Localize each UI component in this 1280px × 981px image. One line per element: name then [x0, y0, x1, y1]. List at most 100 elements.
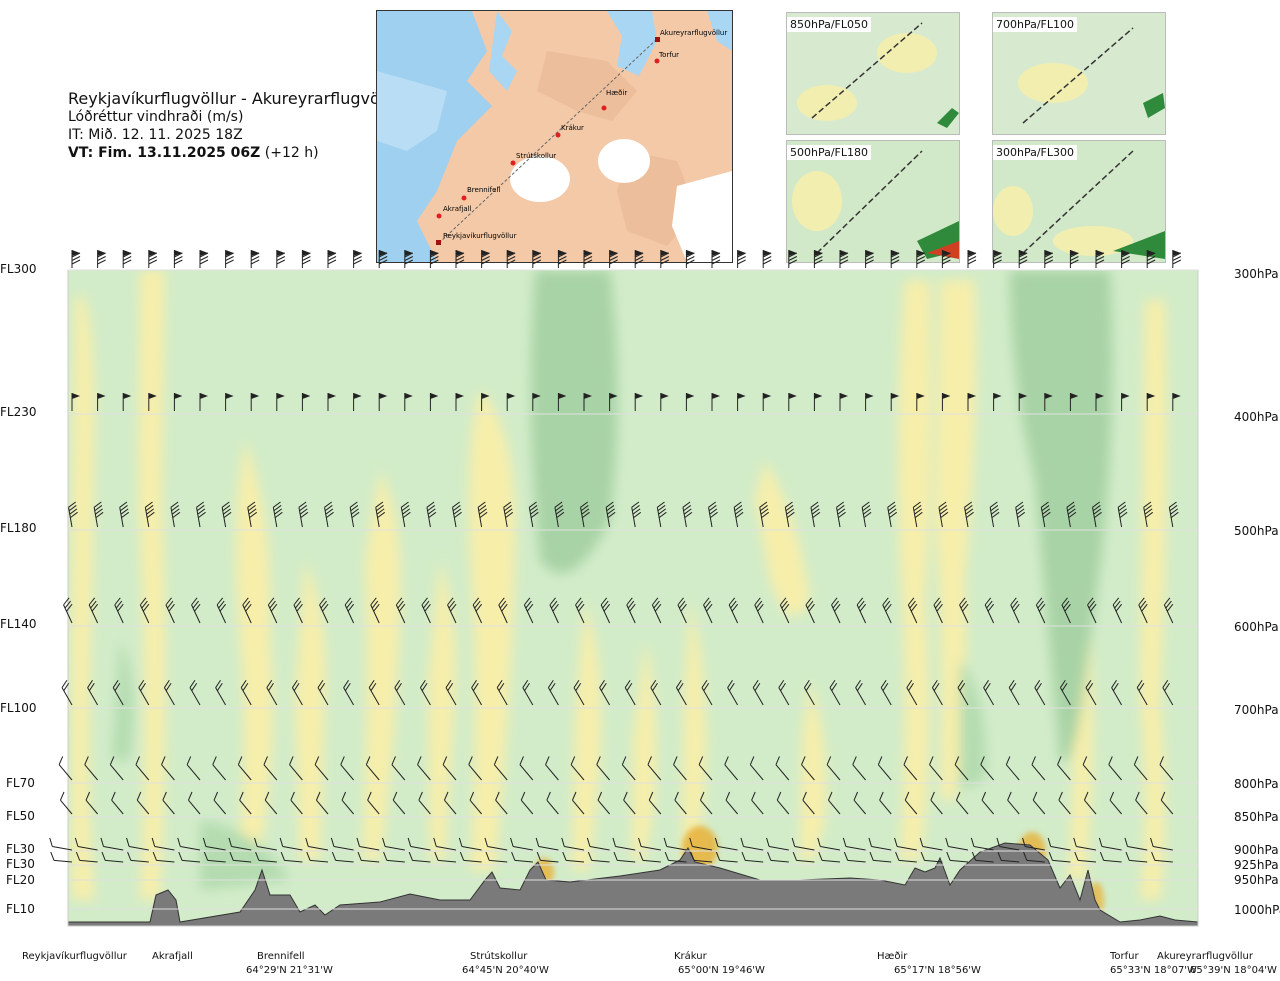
mini-map-850-svg — [787, 13, 959, 134]
wind-barb — [426, 501, 437, 528]
wind-barb — [685, 393, 695, 411]
wind-barb — [293, 597, 303, 624]
wind-barb — [100, 837, 124, 851]
wind-barb — [971, 851, 994, 863]
wind-barb — [868, 837, 892, 851]
wind-barb — [1005, 756, 1020, 781]
wind-barb — [280, 851, 303, 863]
wind-barb — [1108, 756, 1122, 781]
wind-barb — [378, 393, 388, 411]
wind-barb — [370, 597, 380, 624]
mini-map-300-label: 300hPa/FL300 — [993, 145, 1078, 160]
wind-barb — [855, 679, 867, 706]
wind-barb — [343, 679, 355, 706]
wind-barb — [383, 851, 405, 863]
wind-barb — [802, 791, 815, 815]
wind-barb — [250, 250, 260, 268]
vertical-wind-field — [68, 270, 1198, 926]
wind-barb — [433, 837, 457, 851]
wind-barb — [1151, 851, 1173, 863]
wind-barb — [561, 837, 585, 851]
waypoint-name-reykjavik: Reykjavíkurflugvöllur — [22, 951, 127, 962]
wind-barb — [1023, 851, 1045, 863]
wind-barb — [177, 837, 201, 851]
wind-barb — [903, 756, 918, 781]
wind-barb — [468, 756, 482, 781]
wind-barb — [221, 501, 232, 528]
wind-barb — [714, 837, 738, 851]
wind-barb — [839, 393, 848, 411]
wind-barb — [626, 597, 636, 624]
wind-barb — [711, 393, 720, 411]
wind-barb — [715, 851, 738, 863]
wind-barb — [119, 501, 130, 528]
wind-barb — [97, 393, 106, 411]
wind-barb — [775, 756, 790, 781]
wind-barb — [59, 791, 73, 815]
wind-barb — [779, 597, 790, 624]
wind-barb — [791, 837, 815, 851]
wind-barb — [906, 679, 918, 706]
wind-barb — [933, 597, 943, 624]
wind-barb — [50, 851, 73, 863]
wind-barb — [93, 501, 104, 528]
wind-barb — [762, 393, 772, 411]
wind-barb — [173, 393, 183, 411]
wind-barb — [1018, 393, 1028, 411]
wind-barb — [954, 756, 969, 781]
wind-barb — [647, 756, 662, 781]
wind-barb — [945, 837, 969, 851]
wind-barb — [737, 250, 746, 268]
wind-barb — [766, 837, 789, 851]
wind-barb — [202, 837, 226, 851]
wind-barb — [289, 756, 303, 781]
wind-barb — [827, 791, 841, 815]
wind-barb — [993, 393, 1002, 411]
wind-barb — [623, 791, 636, 815]
terrain-profile — [68, 842, 1198, 926]
wind-barb — [506, 393, 516, 411]
wind-barb — [621, 756, 636, 781]
wind-barb — [536, 851, 559, 863]
wind-barb — [957, 679, 969, 706]
wind-barb — [520, 791, 534, 815]
wind-barb — [554, 501, 565, 528]
wind-barb — [254, 837, 277, 851]
wind-barb — [71, 393, 80, 411]
waypoint-coord-brennifell: 64°29'N 21°31'W — [246, 965, 333, 976]
wind-barb — [989, 501, 1000, 528]
wind-barb — [674, 791, 687, 815]
wind-barb — [751, 791, 764, 815]
wind-barb — [895, 851, 917, 863]
wind-barb — [58, 756, 73, 781]
map-label-akrafjall: Akrafjall — [443, 205, 472, 213]
wind-barb — [675, 679, 687, 706]
wind-barb — [634, 393, 644, 411]
wind-barb — [890, 393, 900, 411]
wind-barb — [546, 791, 559, 815]
wind-barb — [306, 851, 329, 863]
wind-barb — [1047, 837, 1071, 851]
wind-barb — [1172, 250, 1182, 268]
wind-barb — [931, 679, 943, 706]
wind-barb — [762, 250, 772, 268]
wind-barb — [656, 501, 667, 528]
wind-barb — [135, 756, 150, 781]
wind-barb — [365, 756, 380, 781]
wind-barb — [319, 597, 329, 624]
wind-barb — [818, 851, 841, 863]
waypoint-name-akrafjall: Akrafjall — [152, 951, 193, 962]
wind-barb — [305, 837, 329, 851]
wind-barb — [165, 597, 175, 624]
fl-label-300: FL300 — [0, 262, 37, 276]
wind-barb — [677, 597, 687, 624]
wind-barb — [199, 250, 209, 268]
wind-barb — [597, 791, 610, 815]
wind-barb — [356, 837, 380, 851]
wind-barb — [74, 837, 98, 851]
wind-barb — [856, 597, 867, 624]
map-label-strutskollur: Strútskollur — [516, 152, 556, 160]
fl-label-20: FL20 — [6, 873, 35, 887]
wind-barb — [247, 501, 258, 528]
wind-barb — [1059, 679, 1071, 706]
